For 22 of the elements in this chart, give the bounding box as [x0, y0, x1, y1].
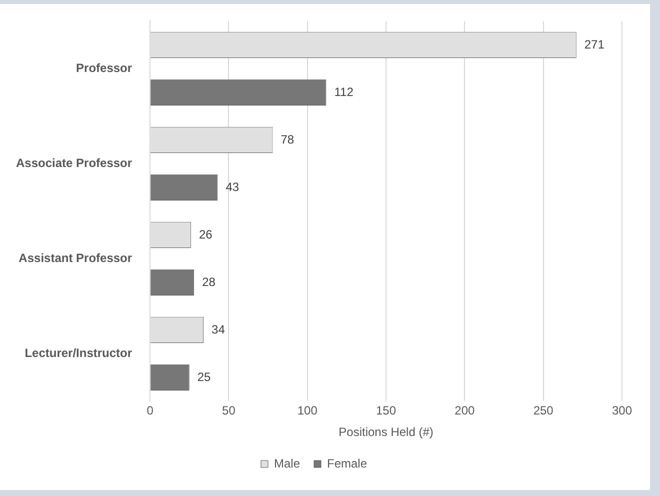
y-tick-label: Assistant Professor — [18, 251, 132, 266]
data-label: 112 — [334, 84, 354, 99]
data-label: 28 — [202, 274, 216, 289]
legend-label: Female — [327, 456, 368, 470]
x-tick-label: 50 — [222, 404, 236, 418]
x-tick-label: 300 — [612, 404, 632, 418]
data-label: 26 — [198, 227, 213, 242]
data-label: 25 — [197, 370, 212, 384]
y-tick-label: Professor — [76, 61, 132, 76]
data-label: 43 — [226, 180, 240, 194]
x-tick-label: 250 — [533, 404, 554, 418]
y-tick-label: Lecturer/Instructor — [24, 346, 132, 360]
x-tick-label: 0 — [146, 404, 154, 418]
x-tick-label: 100 — [297, 404, 318, 418]
x-tick-label: 200 — [454, 404, 476, 418]
y-tick-label: Associate Professor — [16, 156, 132, 170]
data-label: 34 — [212, 322, 226, 336]
x-axis-title: Positions Held (#) — [338, 425, 434, 440]
data-label: 271 — [584, 37, 605, 52]
x-tick-label: 150 — [376, 404, 396, 418]
data-label: 78 — [280, 132, 294, 146]
legend-label: Male — [274, 456, 300, 470]
